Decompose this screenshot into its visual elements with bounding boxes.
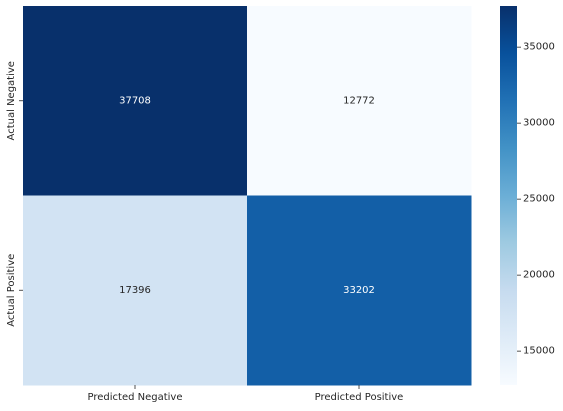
heatmap-cell <box>23 6 248 196</box>
cell-value-label: 12772 <box>343 95 375 106</box>
x-axis: Predicted Negative Predicted Positive <box>88 385 404 403</box>
colorbar-tick-label: 20000 <box>523 270 555 281</box>
cell-value-label: 17396 <box>119 285 151 296</box>
heatmap-cell <box>247 195 472 386</box>
x-tick-label: Predicted Positive <box>315 392 404 403</box>
heatmap-cells: 37708 12772 17396 33202 <box>23 6 472 386</box>
colorbar-tick-label: 15000 <box>523 346 555 357</box>
y-tick-label: Actual Positive <box>6 254 17 327</box>
heatmap-cell <box>247 6 472 196</box>
colorbar-tick-label: 35000 <box>523 42 555 53</box>
x-tick-label: Predicted Negative <box>88 392 183 403</box>
colorbar-gradient <box>500 6 517 385</box>
cell-value-label: 33202 <box>343 285 375 296</box>
heatmap-cell <box>23 195 248 386</box>
colorbar: 15000 20000 25000 30000 35000 <box>500 6 555 385</box>
colorbar-tick-label: 25000 <box>523 194 555 205</box>
colorbar-tick-label: 30000 <box>523 118 555 129</box>
y-tick-label: Actual Negative <box>6 61 17 140</box>
y-axis: Actual Negative Actual Positive <box>6 61 23 327</box>
cell-value-label: 37708 <box>119 95 151 106</box>
